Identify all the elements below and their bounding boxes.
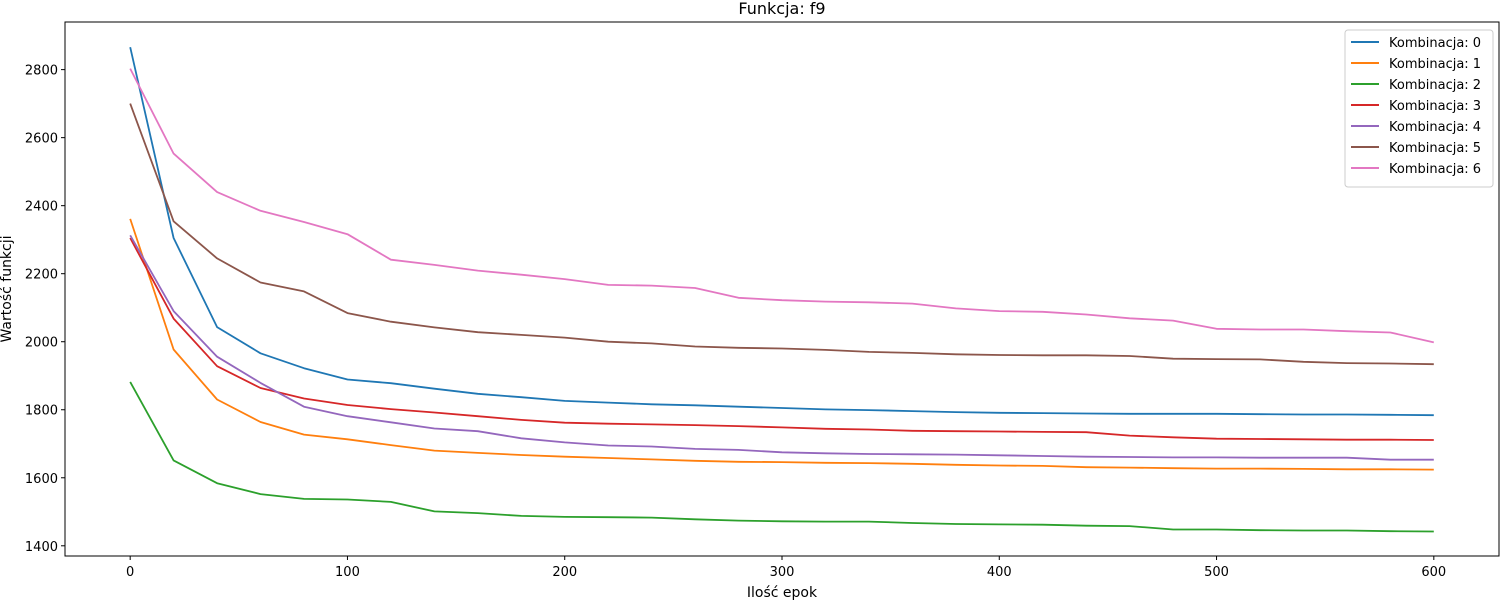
- y-tick-label: 1800: [25, 404, 58, 419]
- x-tick-label: 0: [126, 565, 134, 580]
- legend-label: Kombinacja: 6: [1389, 162, 1481, 177]
- y-tick-label: 1600: [25, 472, 58, 487]
- legend-label: Kombinacja: 1: [1389, 57, 1481, 72]
- x-tick-label: 600: [1421, 565, 1446, 580]
- legend-label: Kombinacja: 5: [1389, 141, 1481, 156]
- series-line-3: [129, 237, 1434, 441]
- y-tick-label: 2800: [25, 64, 58, 79]
- legend-label: Kombinacja: 2: [1389, 78, 1481, 93]
- y-tick-label: 2400: [25, 200, 58, 215]
- x-tick-label: 200: [552, 565, 577, 580]
- y-tick-label: 1400: [25, 540, 58, 555]
- series-line-4: [129, 234, 1434, 461]
- legend-label: Kombinacja: 3: [1389, 99, 1481, 114]
- y-tick-label: 2600: [25, 132, 58, 147]
- series-line-5: [129, 103, 1434, 366]
- y-axis: 1400 1600 1800 2000 2200 2400 2600 2800: [25, 64, 65, 555]
- y-axis-title: Wartość funkcji: [0, 235, 15, 342]
- plot-area: [64, 21, 1500, 557]
- x-axis: 0 100 200 300 400 500 600: [126, 556, 1446, 580]
- legend: Kombinacja: 0 Kombinacja: 1 Kombinacja: 2 K…: [1344, 29, 1494, 188]
- series-line-2: [129, 381, 1434, 533]
- y-tick-label: 2000: [25, 336, 58, 351]
- chart-title: Funkcja: f9: [738, 0, 825, 18]
- series-line-0: [129, 47, 1434, 417]
- series-line-6: [129, 68, 1435, 344]
- legend-label: Kombinacja: 0: [1389, 36, 1481, 51]
- x-tick-label: 400: [987, 565, 1012, 580]
- legend-label: Kombinacja: 4: [1389, 120, 1481, 135]
- x-axis-title: Ilość epok: [747, 585, 818, 600]
- x-tick-label: 500: [1204, 565, 1229, 580]
- x-tick-label: 300: [770, 565, 795, 580]
- legend-box: [1344, 29, 1494, 188]
- series-line-1: [129, 218, 1434, 471]
- y-tick-label: 2200: [25, 268, 58, 283]
- series-layer: [129, 47, 1435, 533]
- x-tick-label: 100: [335, 565, 360, 580]
